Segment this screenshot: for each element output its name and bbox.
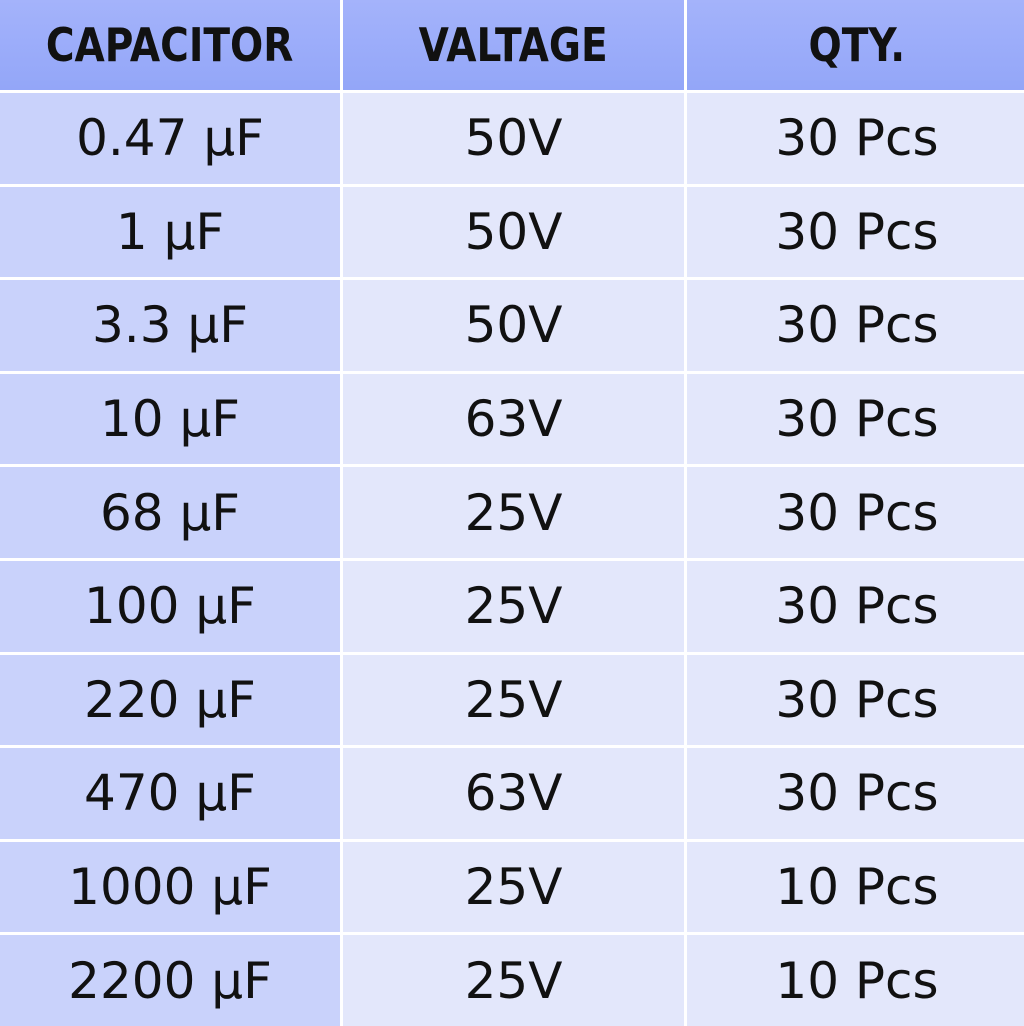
- quantity-cell: 30 Pcs: [687, 373, 1024, 465]
- voltage-cell: 25V: [343, 841, 684, 933]
- quantity-cell: 10 Pcs: [687, 935, 1024, 1026]
- header-label: QTY.: [808, 18, 906, 72]
- header-capacitor: CAPACITOR: [0, 0, 340, 90]
- quantity-cell: 30 Pcs: [687, 654, 1024, 746]
- header-qty: QTY.: [687, 0, 1024, 90]
- voltage-cell: 63V: [343, 373, 684, 465]
- header-label: CAPACITOR: [46, 18, 294, 72]
- capacitance-cell: 2200 µF: [0, 935, 340, 1026]
- quantity-cell: 30 Pcs: [687, 280, 1024, 371]
- capacitance-cell: 1000 µF: [0, 841, 340, 933]
- quantity-cell: 10 Pcs: [687, 841, 1024, 933]
- capacitance-cell: 68 µF: [0, 467, 340, 558]
- voltage-cell: 25V: [343, 467, 684, 558]
- voltage-cell: 25V: [343, 654, 684, 746]
- quantity-cell: 30 Pcs: [687, 748, 1024, 839]
- voltage-cell: 50V: [343, 280, 684, 371]
- quantity-cell: 30 Pcs: [687, 93, 1024, 184]
- capacitance-cell: 1 µF: [0, 186, 340, 278]
- capacitance-cell: 10 µF: [0, 373, 340, 465]
- header-voltage: VALTAGE: [343, 0, 684, 90]
- capacitance-cell: 100 µF: [0, 560, 340, 652]
- capacitance-cell: 470 µF: [0, 748, 340, 839]
- header-label: VALTAGE: [418, 18, 609, 72]
- voltage-cell: 25V: [343, 560, 684, 652]
- quantity-cell: 30 Pcs: [687, 560, 1024, 652]
- capacitance-cell: 220 µF: [0, 654, 340, 746]
- quantity-cell: 30 Pcs: [687, 186, 1024, 278]
- voltage-cell: 50V: [343, 186, 684, 278]
- quantity-cell: 30 Pcs: [687, 467, 1024, 558]
- voltage-cell: 63V: [343, 748, 684, 839]
- capacitance-cell: 0.47 µF: [0, 93, 340, 184]
- capacitance-cell: 3.3 µF: [0, 280, 340, 371]
- voltage-cell: 50V: [343, 93, 684, 184]
- voltage-cell: 25V: [343, 935, 684, 1026]
